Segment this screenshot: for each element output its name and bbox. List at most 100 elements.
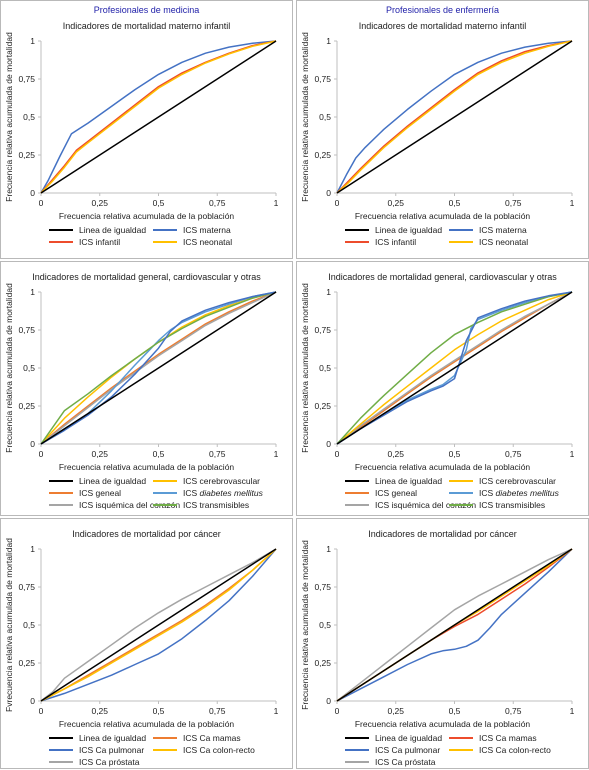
series-line-ics-transmisibles <box>336 291 573 445</box>
plot-area: 0 0,25 0,5 0,75 1 0 0,25 0,5 0,75 1 <box>18 287 279 459</box>
legend-item-ics-ca-pulmonar: ICS Ca pulmonar <box>49 745 144 755</box>
x-tick-label: 0,5 <box>449 706 461 716</box>
y-tick-label: 1 <box>30 544 35 554</box>
legend-label: Linea de igualdad <box>79 476 147 486</box>
legend-label: ICS infantil <box>79 237 121 247</box>
x-tick-label: 1 <box>274 449 279 459</box>
x-tick-label: 0,5 <box>449 449 461 459</box>
legend-item-ics-diabetes-mellitus: ICS diabetes mellitus <box>153 488 263 498</box>
column-heading: Profesionales de medicina <box>93 5 200 15</box>
legend-swatch <box>49 761 73 763</box>
legend-swatch <box>449 241 473 243</box>
y-tick-label: 0,5 <box>319 363 331 373</box>
series-line-ics-ca-prostata <box>40 548 277 702</box>
y-tick-label: 0,75 <box>314 74 331 84</box>
legend-item-linea-de-igualdad: Linea de igualdad <box>345 733 442 743</box>
x-tick-label: 0,25 <box>91 706 108 716</box>
chart-title: Indicadores de mortalidad materno infant… <box>62 21 231 31</box>
x-tick-label: 0,75 <box>505 706 522 716</box>
legend-label: ICS Ca mamas <box>479 733 537 743</box>
legend-item-linea-de-igualdad: Linea de igualdad <box>49 733 146 743</box>
legend-item-ics-transmisibles: ICS transmisibles <box>449 500 545 510</box>
y-tick-label: 0,5 <box>319 620 331 630</box>
y-tick-label: 1 <box>326 544 331 554</box>
y-tick-label: 0,75 <box>18 325 35 335</box>
x-tick-label: 0 <box>335 706 340 716</box>
y-tick-label: 0,5 <box>319 112 331 122</box>
legend-label: ICS transmisibles <box>183 500 250 510</box>
legend-label: Linea de igualdad <box>79 225 147 235</box>
plot-area: 0 0,25 0,5 0,75 1 0 0,25 0,5 0,75 1 <box>18 36 278 208</box>
x-tick-label: 0,25 <box>387 198 404 208</box>
legend-item-ics-ca-prostata: ICS Ca próstata <box>49 757 139 767</box>
chart-panel: Indicadores de mortalidad general, cardi… <box>296 261 589 516</box>
y-tick-label: 1 <box>326 287 331 297</box>
legend-item-linea-de-igualdad: Linea de igualdad <box>49 225 146 235</box>
legend-label: ICS geneal <box>79 488 122 498</box>
legend-swatch <box>345 492 369 494</box>
y-tick-label: 0 <box>326 439 331 449</box>
series-line-ics-geneal <box>336 291 573 445</box>
legend-item-ics-neonatal: ICS neonatal <box>449 237 528 247</box>
x-tick-label: 0,75 <box>209 449 226 459</box>
legend-swatch <box>49 504 73 506</box>
series-line-ics-ca-colon-recto <box>40 548 277 702</box>
series-line-linea-de-igualdad <box>40 291 277 445</box>
legend-item-ics-geneal: ICS geneal <box>345 488 417 498</box>
series-line-ics-materna <box>40 40 277 194</box>
y-tick-label: 0,5 <box>23 363 35 373</box>
legend-label: ICS cerebrovascular <box>183 476 261 486</box>
legend-label: ICS <box>479 488 496 498</box>
chart-title: Indicadores de mortalidad por cáncer <box>72 529 221 539</box>
legend-swatch <box>49 749 73 751</box>
legend-swatch <box>345 229 369 231</box>
chart-panel: Profesionales de enfermería Indicadores d… <box>296 0 589 259</box>
x-tick-label: 0 <box>335 198 340 208</box>
legend-swatch <box>345 504 369 506</box>
x-tick-label: 0,5 <box>153 198 165 208</box>
chart-panel: Indicadores de mortalidad por cáncer Fvre… <box>0 518 293 769</box>
legend-item-ics-isquemica-del-corazon: ICS isquémica del corazón <box>345 500 476 510</box>
x-tick-label: 0 <box>39 198 44 208</box>
legend-item-linea-de-igualdad: Linea de igualdad <box>345 225 442 235</box>
y-tick-label: 1 <box>30 36 35 46</box>
x-axis-label: Frecuencia relativa acumulada de la pobl… <box>58 462 235 472</box>
column-heading: Profesionales de enfermería <box>385 5 500 15</box>
legend-swatch <box>449 480 473 482</box>
legend-item-ics-materna: ICS materna <box>449 225 527 235</box>
legend-item-ics-ca-colon-recto: ICS Ca colon-recto <box>153 745 255 755</box>
legend-swatch <box>449 737 473 739</box>
x-axis-label: Frecuencia relativa acumulada de la pobl… <box>354 462 531 472</box>
legend-swatch <box>449 749 473 751</box>
y-tick-label: 0,25 <box>18 401 35 411</box>
legend-swatch <box>49 229 73 231</box>
legend-label: ICS Ca próstata <box>375 757 436 767</box>
legend-item-ics-ca-prostata: ICS Ca próstata <box>345 757 435 767</box>
legend-swatch <box>345 737 369 739</box>
series-line-ics-materna <box>336 40 573 194</box>
series-line-linea-de-igualdad <box>336 291 573 445</box>
legend-item-ics-cerebrovascular: ICS cerebrovascular <box>153 476 260 486</box>
series-line-ics-materna <box>336 291 573 445</box>
legend-item-ics-materna: ICS materna <box>153 225 231 235</box>
legend-label: ICS Ca pulmonar <box>375 745 441 755</box>
legend-item-ics-infantil: ICS infantil <box>49 237 120 247</box>
legend-swatch <box>345 241 369 243</box>
legend-swatch <box>345 480 369 482</box>
y-tick-label: 1 <box>326 36 331 46</box>
legend-label: ICS Ca próstata <box>79 757 140 767</box>
x-tick-label: 0,5 <box>153 706 165 716</box>
legend-swatch <box>449 492 473 494</box>
y-tick-label: 0,25 <box>18 150 35 160</box>
legend-swatch <box>49 737 73 739</box>
legend-label: ICS <box>183 488 200 498</box>
legend-swatch <box>153 480 177 482</box>
legend-item-ics-ca-colon-recto: ICS Ca colon-recto <box>449 745 551 755</box>
legend-item-linea-de-igualdad: Linea de igualdad <box>345 476 442 486</box>
chart-title: Indicadores de mortalidad por cáncer <box>368 529 517 539</box>
x-tick-label: 0,25 <box>91 198 108 208</box>
legend-label: ICS isquémica del corazón <box>79 500 181 510</box>
series-line-ics-ca-pulmonar <box>40 548 277 702</box>
legend-item-ics-diabetes-mellitus: ICS diabetes mellitus <box>449 488 559 498</box>
